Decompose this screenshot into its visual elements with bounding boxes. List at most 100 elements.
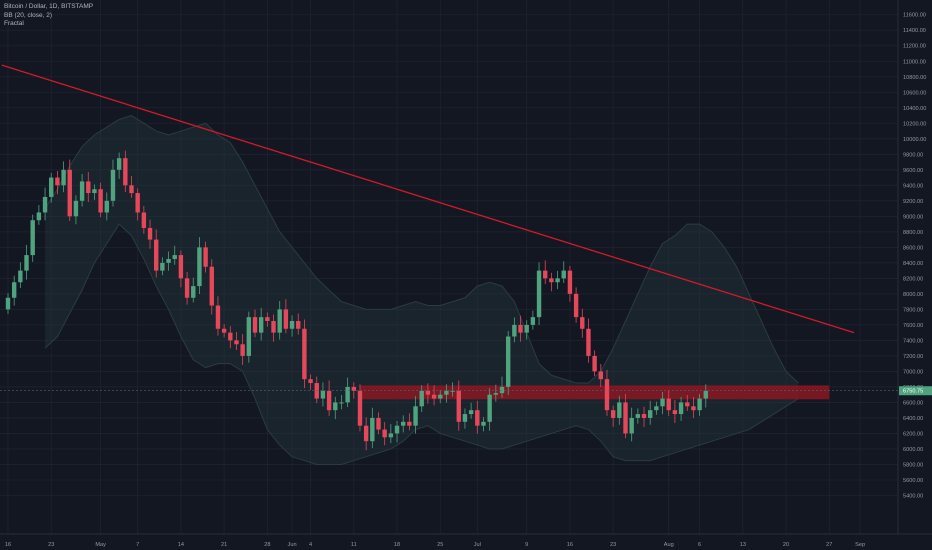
time-tick-label: 11: [351, 542, 357, 548]
time-tick-label: 16: [567, 542, 573, 548]
price-tick-label: 8000.00: [903, 292, 923, 298]
price-tick-label: 10600.00: [903, 90, 926, 96]
price-tick-label: 6000.00: [903, 447, 923, 453]
candle-body: [462, 414, 468, 422]
candle-body: [160, 262, 165, 271]
time-tick-label: Jun: [288, 542, 297, 548]
candle-body: [18, 270, 23, 283]
candle-body: [258, 317, 264, 333]
price-tick-label: 8600.00: [903, 245, 923, 251]
candle-body: [265, 317, 270, 322]
candle-body: [296, 321, 301, 329]
candle-body: [61, 169, 66, 186]
candle-body: [320, 390, 326, 399]
candle-body: [481, 421, 486, 426]
price-tick-label: 10000.00: [903, 137, 926, 143]
candle-body: [376, 417, 381, 430]
candle-body: [11, 282, 17, 298]
resistance-zone-rect: [359, 385, 830, 400]
time-tick-label: 23: [48, 542, 54, 548]
candle-body: [67, 169, 72, 217]
candle-body: [543, 270, 548, 279]
candle-body: [617, 402, 622, 418]
price-tick-label: 10200.00: [903, 121, 926, 127]
candle-body: [592, 355, 597, 372]
candle-body: [178, 255, 184, 279]
trendline[interactable]: [1, 64, 855, 334]
candle-body: [123, 158, 128, 186]
candle-body: [623, 402, 628, 434]
candle-body: [475, 410, 480, 426]
candle-body: [116, 158, 122, 170]
candle-body: [36, 212, 42, 221]
candle-body: [326, 390, 332, 411]
candle-body: [98, 189, 103, 213]
price-tick-label: 9600.00: [903, 168, 923, 174]
time-tick-label: 14: [178, 542, 184, 548]
candle-body: [363, 425, 369, 442]
candle-body: [215, 305, 221, 329]
candle-body: [518, 324, 523, 333]
candle-body: [512, 324, 517, 337]
price-tick-label: 9800.00: [903, 152, 923, 158]
candle-body: [351, 386, 356, 391]
current-price-label: 6750.75: [903, 389, 923, 395]
price-tick-label: 6200.00: [903, 431, 923, 437]
candle-body: [228, 332, 233, 341]
candle-body: [536, 270, 542, 318]
bollinger-upper-line: [44, 114, 799, 384]
candles: [5, 150, 708, 451]
candle-body: [555, 278, 560, 283]
candle-body: [30, 220, 35, 256]
candle-body: [567, 270, 573, 294]
time-tick-label: 21: [221, 542, 227, 548]
time-tick-label: 16: [5, 542, 11, 548]
candle-body: [654, 406, 659, 411]
candle-body: [154, 239, 159, 271]
time-tick-label: 9: [525, 542, 528, 548]
candle-body: [86, 181, 91, 194]
candle-body: [135, 193, 140, 213]
candle-body: [505, 336, 511, 387]
price-tick-label: 5600.00: [903, 478, 923, 484]
price-tick-label: 5400.00: [903, 493, 923, 499]
candle-body: [246, 317, 252, 356]
candle-body: [685, 402, 690, 407]
candle-body: [394, 425, 400, 434]
candle-body: [55, 177, 60, 186]
legend-symbol-title[interactable]: Bitcoin / Dollar, 1D, BITSTAMP: [4, 3, 94, 10]
candle-body: [524, 324, 529, 333]
legend-fractal[interactable]: Fractal: [4, 20, 24, 28]
candle-body: [678, 402, 684, 415]
price-tick-label: 8200.00: [903, 276, 923, 282]
candle-body: [166, 258, 171, 263]
price-axis[interactable]: 5400.00 5600.00 5800.00 6000.00 6200.00 6400.…: [897, 0, 932, 534]
time-tick-label: 7: [136, 542, 139, 548]
legend-bollinger[interactable]: BB (20, close, 2): [4, 11, 53, 19]
candle-body: [24, 255, 29, 271]
candle-body: [73, 200, 79, 217]
candle-body: [573, 293, 579, 318]
time-tick-label: 6: [698, 542, 701, 548]
time-tick-label: 28: [264, 542, 270, 548]
time-axis[interactable]: 16 23 May 7 14 21 28 Jun 4 11 18 25 Jul 9 16 23 Aug 6 13 20…: [0, 533, 932, 548]
candle-body: [635, 414, 641, 418]
candle-body: [5, 297, 11, 310]
price-tick-label: 7600.00: [903, 323, 923, 329]
candle-body: [425, 390, 431, 395]
price-tick-label: 11600.00: [903, 13, 926, 19]
chart-grid: [0, 0, 898, 534]
candle-body: [221, 328, 227, 333]
candle-body: [104, 200, 109, 213]
resistance-zone: [359, 385, 830, 400]
time-tick-label: 18: [394, 542, 400, 548]
candle-body: [703, 390, 708, 399]
candle-body: [209, 266, 214, 306]
candle-body: [240, 344, 245, 356]
candle-body: [308, 379, 313, 384]
candle-body: [184, 278, 190, 298]
candle-body: [493, 393, 499, 395]
candle-body: [407, 421, 412, 426]
time-tick-label: Aug: [664, 542, 674, 548]
